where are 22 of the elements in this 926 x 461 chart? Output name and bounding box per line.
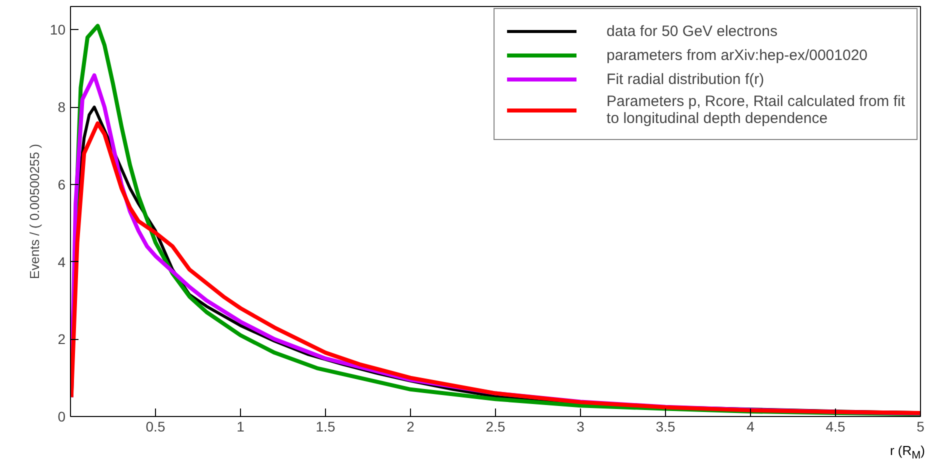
x-tick-label: 4.5 <box>826 418 846 434</box>
legend-label: Fit radial distribution f(r) <box>606 70 764 88</box>
x-tick-label: 5 <box>916 418 925 434</box>
x-tick-label: 3.5 <box>656 418 676 434</box>
y-tick-label: 6 <box>58 176 66 192</box>
y-tick-label: 10 <box>50 22 66 38</box>
legend-label: Parameters p, Rcore, Rtail calculated from fit to longitudinal depth dependence <box>606 93 905 127</box>
x-tick-label: 2.5 <box>486 418 506 434</box>
y-tick-label: 0 <box>58 408 66 424</box>
x-tick-label: 0.5 <box>146 418 166 434</box>
x-tick-label: 1 <box>236 418 245 434</box>
y-axis-title: Events / ( 0.00500255 ) <box>26 144 42 280</box>
y-tick-label: 4 <box>58 254 66 270</box>
x-tick-label: 4 <box>746 418 755 434</box>
x-tick-label: 3 <box>576 418 585 434</box>
x-axis-title: r (R$_{M}$) <box>890 442 925 461</box>
y-tick-label: 2 <box>58 331 66 348</box>
legend-label: data for 50 GeV electrons <box>606 22 778 40</box>
y-tick-label: 8 <box>58 99 66 116</box>
x-tick-label: 1.5 <box>316 418 336 434</box>
x-tick-label: 2 <box>406 418 415 434</box>
legend-label: parameters from arXiv:hep-ex/0001020 <box>606 46 868 64</box>
